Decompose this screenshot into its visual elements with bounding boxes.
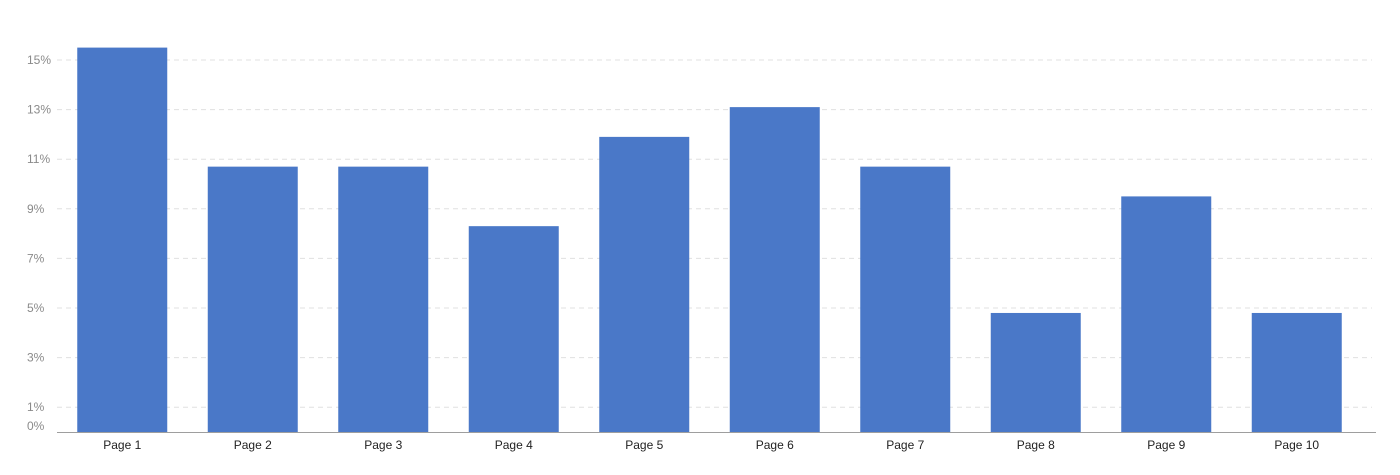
y-tick-label: 1% [27,400,45,414]
y-tick-label: 0% [27,419,45,433]
x-tick-label: Page 1 [103,438,141,452]
y-tick-label: 13% [27,103,51,117]
bar-page-1[interactable] [77,47,168,432]
bar-page-2[interactable] [207,166,298,432]
x-tick-label: Page 2 [234,438,272,452]
bar-page-7[interactable] [860,166,951,432]
x-tick-label: Page 4 [495,438,533,452]
x-tick-label: Page 8 [1017,438,1055,452]
y-tick-label: 11% [27,152,50,166]
y-tick-label: 7% [27,251,45,265]
y-tick-label: 15% [27,53,51,67]
y-axis-ticks: 0% 1% 3% 5% 7% 9% 11% 13% 15% [27,53,51,433]
y-tick-label: 5% [27,301,45,315]
bar-page-4[interactable] [468,226,559,432]
x-tick-label: Page 10 [1274,438,1319,452]
bars-layer [77,47,1342,433]
bar-page-9[interactable] [1121,196,1212,432]
x-tick-label: Page 9 [1147,438,1185,452]
x-tick-label: Page 6 [756,438,794,452]
bar-page-6[interactable] [729,107,820,433]
bar-page-3[interactable] [338,166,429,432]
bar-page-5[interactable] [599,136,690,432]
x-tick-label: Page 3 [364,438,402,452]
y-tick-label: 3% [27,351,45,365]
y-tick-label: 9% [27,202,45,216]
bar-page-10[interactable] [1251,312,1342,432]
bar-page-8[interactable] [990,312,1081,432]
x-axis-ticks: Page 1 Page 2 Page 3 Page 4 Page 5 Page 6 Page… [103,438,1319,452]
x-tick-label: Page 7 [886,438,924,452]
x-tick-label: Page 5 [625,438,663,452]
